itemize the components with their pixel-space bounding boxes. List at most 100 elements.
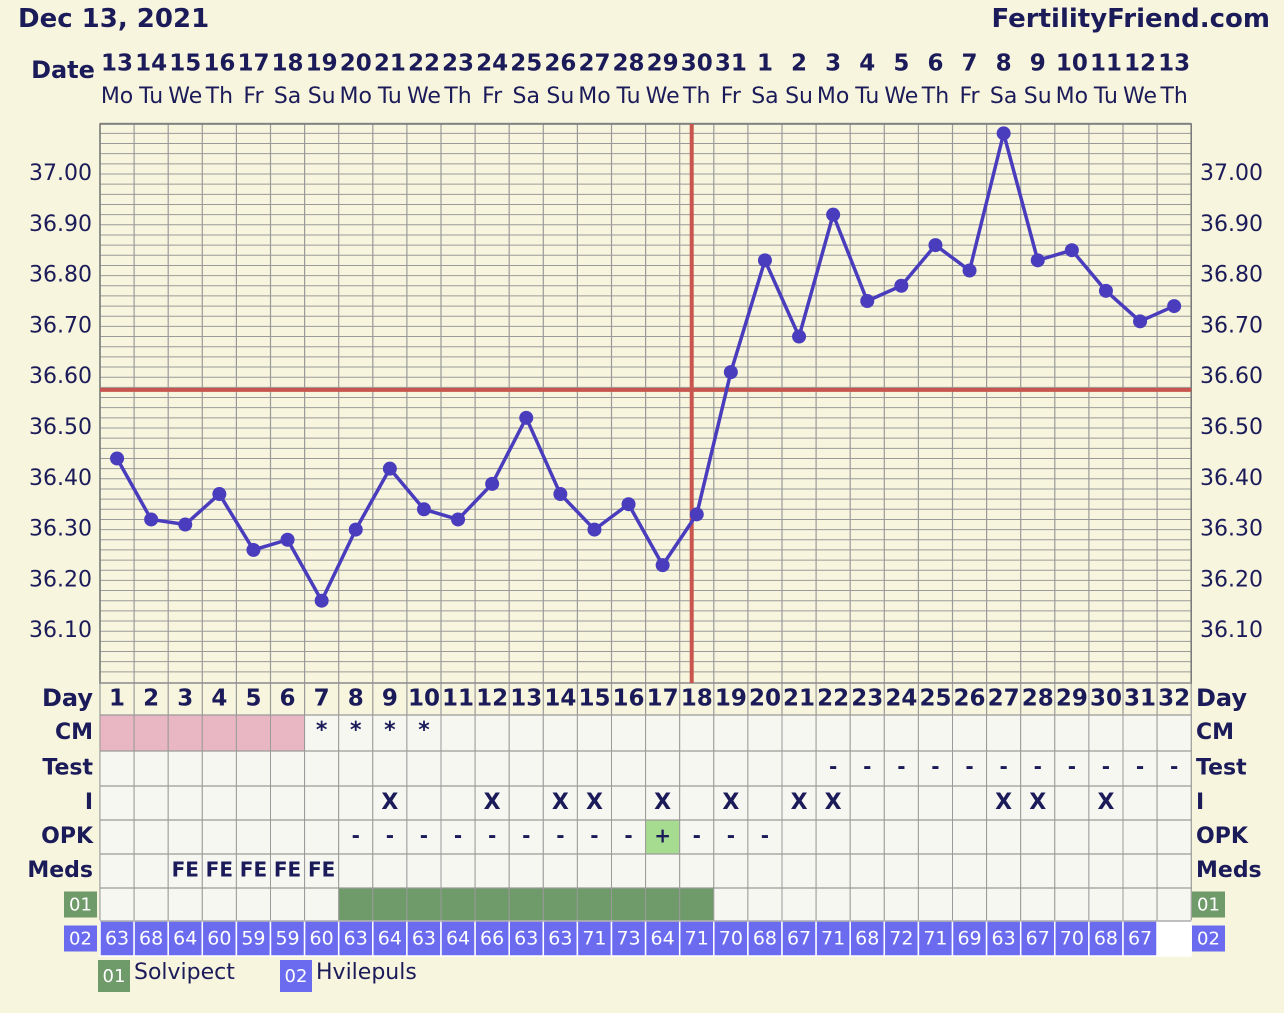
weekday-label: Tu xyxy=(138,84,163,109)
row-cell-meds xyxy=(576,853,613,889)
row-cell-cm xyxy=(235,714,271,752)
row-cell-r01 xyxy=(645,887,681,922)
row-code-r01-right: 01 xyxy=(1197,895,1220,916)
row-cell-opk xyxy=(304,819,340,855)
row-cell-cm xyxy=(167,714,203,752)
row-cell-test xyxy=(747,750,783,787)
meds-mark: FE xyxy=(240,858,267,882)
cycle-day-label: 23 xyxy=(851,686,883,712)
cycle-day-label: 18 xyxy=(681,686,713,712)
hvilepuls-value: 64 xyxy=(378,928,402,950)
date-label: 6 xyxy=(927,51,943,77)
temperature-point xyxy=(826,207,841,222)
row-cell-i xyxy=(474,785,510,821)
weekday-label: We xyxy=(646,84,680,109)
date-label: 23 xyxy=(442,51,474,77)
date-label: 19 xyxy=(306,51,338,77)
row-cell-meds xyxy=(986,853,1022,889)
hvilepuls-value: 63 xyxy=(514,928,538,950)
date-label: 22 xyxy=(408,51,440,77)
row-cell-i xyxy=(1156,785,1192,821)
row-cell-r02 xyxy=(713,920,749,957)
cycle-day-label: 14 xyxy=(544,686,576,712)
row-cell-r01 xyxy=(304,887,340,922)
row-cell-meds xyxy=(1122,853,1158,889)
date-label: 4 xyxy=(859,51,875,77)
row-label-test: Test xyxy=(42,756,93,781)
hvilepuls-value: 64 xyxy=(446,928,470,950)
test-mark: - xyxy=(1170,755,1178,779)
legend-code-01: 01 xyxy=(103,966,126,987)
date-label: 3 xyxy=(825,51,841,77)
cycle-day-label: 29 xyxy=(1056,686,1088,712)
row-label-test-right: Test xyxy=(1196,756,1247,781)
date-label: 14 xyxy=(135,51,167,77)
row-cell-cm xyxy=(1156,714,1192,752)
row-cell-cm xyxy=(952,714,988,752)
row-cell-i xyxy=(372,785,408,821)
row-cell-r01 xyxy=(747,887,783,922)
y-tick-right: 36.70 xyxy=(1200,313,1263,338)
cycle-day-label: 24 xyxy=(885,686,917,712)
row-label-opk: OPK xyxy=(41,824,94,849)
row-cell-r01 xyxy=(883,887,919,922)
temperature-point xyxy=(178,517,193,532)
row-cell-test xyxy=(235,750,271,787)
row-cell-cm xyxy=(986,714,1022,752)
brand-name[interactable]: FertilityFriend.com xyxy=(991,4,1270,34)
row-cell-r01 xyxy=(679,887,715,922)
cm-mark: * xyxy=(384,718,396,743)
intercourse-mark: X xyxy=(1029,790,1046,815)
row-cell-cm xyxy=(815,714,851,752)
weekday-label: Th xyxy=(921,84,949,109)
hvilepuls-value: 70 xyxy=(719,928,743,950)
weekday-label: Mo xyxy=(578,84,610,109)
intercourse-mark: X xyxy=(586,790,603,815)
legend-box-02 xyxy=(280,960,312,992)
temperature-point xyxy=(996,126,1011,141)
test-mark: - xyxy=(863,755,871,779)
intercourse-mark: X xyxy=(825,790,842,815)
date-label: 26 xyxy=(544,51,576,77)
test-mark: - xyxy=(999,755,1007,779)
opk-mark: - xyxy=(386,824,394,848)
y-tick-left: 36.20 xyxy=(29,567,92,592)
opk-mark: - xyxy=(693,824,701,848)
hvilepuls-value: 66 xyxy=(480,928,504,950)
row-cell-r01 xyxy=(611,887,647,922)
row-cell-cm xyxy=(508,714,544,752)
row-label-meds: Meds xyxy=(27,858,93,883)
y-tick-right: 36.50 xyxy=(1200,415,1263,440)
hvilepuls-value: 71 xyxy=(821,928,845,950)
y-tick-right: 36.90 xyxy=(1200,212,1263,237)
row-cell-test xyxy=(133,750,169,787)
y-tick-left: 36.90 xyxy=(29,212,92,237)
row-cell-cm xyxy=(883,714,919,752)
weekday-label: Su xyxy=(1024,84,1052,109)
cycle-day-label: 6 xyxy=(280,686,296,712)
row-cell-cm xyxy=(338,714,374,752)
row-cell-i xyxy=(713,785,749,821)
row-cell-i xyxy=(201,785,237,821)
row-label-i-right: I xyxy=(1196,790,1204,815)
row-cell-i xyxy=(1088,785,1124,821)
hvilepuls-value: 60 xyxy=(207,928,231,950)
legend-code-02: 02 xyxy=(285,966,308,987)
weekday-label: Sa xyxy=(990,84,1017,109)
weekday-label: Tu xyxy=(854,84,879,109)
hvilepuls-value: 71 xyxy=(685,928,709,950)
row-cell-i xyxy=(235,785,271,821)
row-cell-r01 xyxy=(1122,887,1158,922)
row-code-box-r02 xyxy=(64,925,97,952)
row-cell-opk xyxy=(1054,819,1090,855)
row-cell-test xyxy=(611,750,647,787)
row-cell-r01 xyxy=(1020,887,1056,922)
row-cell-opk xyxy=(1020,819,1056,855)
row-cell-opk xyxy=(440,819,476,855)
date-label: 13 xyxy=(1158,51,1190,77)
weekday-label: We xyxy=(1123,84,1157,109)
temperature-point xyxy=(894,278,909,293)
row-cell-cm xyxy=(474,714,510,752)
row-cell-r02 xyxy=(133,920,169,957)
row-cell-opk xyxy=(917,819,954,855)
